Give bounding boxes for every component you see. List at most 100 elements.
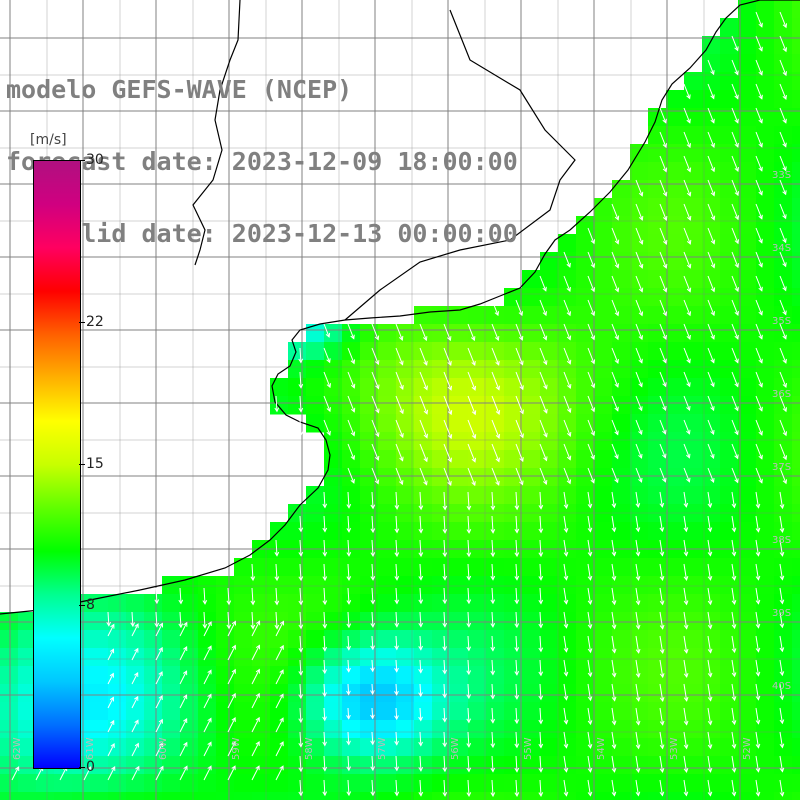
wind-arrow-head — [758, 334, 763, 340]
wind-arrow-head — [635, 624, 641, 630]
wind-arrow — [539, 539, 542, 557]
wind-arrow — [371, 611, 374, 627]
wind-arrow — [707, 371, 715, 387]
wind-speed-cell — [720, 378, 739, 397]
wind-arrow — [755, 227, 763, 243]
wind-speed-cell — [378, 720, 397, 739]
wind-arrow-head — [298, 718, 304, 724]
wind-speed-cell — [648, 702, 667, 721]
wind-arrow — [755, 443, 763, 460]
wind-speed-cell — [198, 666, 217, 685]
wind-speed-cell — [18, 738, 37, 757]
wind-speed-cell — [144, 684, 163, 703]
wind-arrow — [563, 659, 567, 676]
wind-speed-cell — [306, 666, 325, 685]
wind-arrow — [491, 707, 494, 723]
wind-arrow — [275, 587, 278, 605]
wind-speed-cell — [792, 756, 800, 775]
wind-arrow — [731, 731, 736, 749]
wind-speed-cell — [666, 270, 685, 289]
wind-speed-cell — [720, 18, 739, 37]
wind-speed-cell — [306, 396, 325, 415]
wind-arrow — [467, 395, 476, 415]
wind-arrow-head — [683, 502, 689, 508]
wind-arrow-head — [322, 600, 328, 606]
wind-speed-cell — [144, 756, 163, 775]
wind-arrow — [371, 635, 374, 650]
wind-arrow-head — [346, 504, 352, 509]
wind-speed-cell — [270, 720, 289, 739]
wind-arrow-head — [662, 477, 667, 483]
wind-arrow-head — [346, 766, 352, 772]
wind-speed-cell — [162, 630, 181, 649]
wind-speed-cell — [234, 576, 253, 595]
wind-arrow — [251, 765, 260, 781]
wind-speed-cell — [612, 684, 631, 703]
wind-arrow — [611, 779, 615, 796]
wind-speed-cell — [576, 612, 595, 631]
wind-speed-cell — [792, 360, 800, 379]
wind-speed-cell — [342, 558, 361, 577]
wind-arrow — [611, 491, 615, 508]
wind-arrow — [659, 155, 667, 172]
wind-arrow — [779, 755, 783, 772]
wind-arrow-head — [563, 671, 569, 677]
wind-arrow — [587, 275, 595, 292]
wind-speed-cell — [540, 594, 559, 613]
wind-arrow — [563, 755, 567, 772]
wind-arrow — [443, 347, 452, 366]
wind-arrow-head — [683, 648, 689, 654]
wind-arrow-head — [274, 407, 280, 413]
wind-speed-cell — [252, 684, 271, 703]
wind-arrow-head — [399, 409, 404, 415]
wind-speed-cell — [702, 684, 721, 703]
wind-arrow — [635, 371, 643, 387]
wind-arrow — [731, 227, 739, 244]
wind-arrow — [659, 587, 664, 605]
wind-arrow — [371, 443, 379, 461]
wind-speed-cell — [540, 504, 559, 523]
wind-speed-cell — [450, 702, 469, 721]
wind-speed-cell — [522, 486, 541, 505]
wind-speed-cell — [432, 720, 451, 739]
wind-arrow — [611, 515, 615, 532]
wind-speed-cell — [306, 378, 325, 397]
wind-arrow-head — [683, 720, 689, 726]
wind-arrow — [683, 227, 691, 245]
wind-arrow-head — [418, 552, 424, 558]
wind-arrow-head — [466, 646, 472, 652]
wind-speed-cell — [414, 522, 433, 541]
wind-arrow — [443, 323, 451, 341]
wind-arrow — [443, 419, 452, 439]
wind-speed-cell — [216, 720, 235, 739]
wind-arrow-head — [370, 690, 375, 695]
wind-speed-cell — [792, 702, 800, 721]
wind-speed-cell — [360, 378, 379, 397]
wind-speed-cell — [756, 198, 775, 217]
wind-arrow — [323, 683, 326, 697]
wind-speed-cell — [630, 288, 649, 307]
wind-arrow — [611, 707, 616, 725]
wind-speed-cell — [360, 414, 379, 433]
wind-speed-cell — [378, 342, 397, 361]
wind-arrow-head — [635, 600, 641, 606]
wind-speed-cell — [720, 450, 739, 469]
wind-arrow-head — [447, 361, 452, 367]
wind-arrow-head — [662, 453, 667, 459]
wind-arrow — [707, 491, 711, 508]
wind-speed-cell — [792, 684, 800, 703]
wind-arrow-head — [543, 432, 548, 438]
wind-speed-cell — [144, 702, 163, 721]
wind-speed-cell — [792, 738, 800, 757]
wind-arrow-head — [590, 383, 596, 389]
wind-speed-cell — [576, 792, 595, 800]
wind-arrow-head — [662, 240, 668, 246]
wind-speed-cell — [792, 576, 800, 595]
wind-speed-cell — [234, 684, 253, 703]
wind-arrow-head — [322, 623, 328, 629]
wind-arrow — [443, 635, 446, 651]
wind-arrow-head — [686, 287, 692, 293]
wind-speed-cell — [378, 378, 397, 397]
wind-arrow-head — [638, 453, 643, 459]
wind-speed-cell — [612, 288, 631, 307]
